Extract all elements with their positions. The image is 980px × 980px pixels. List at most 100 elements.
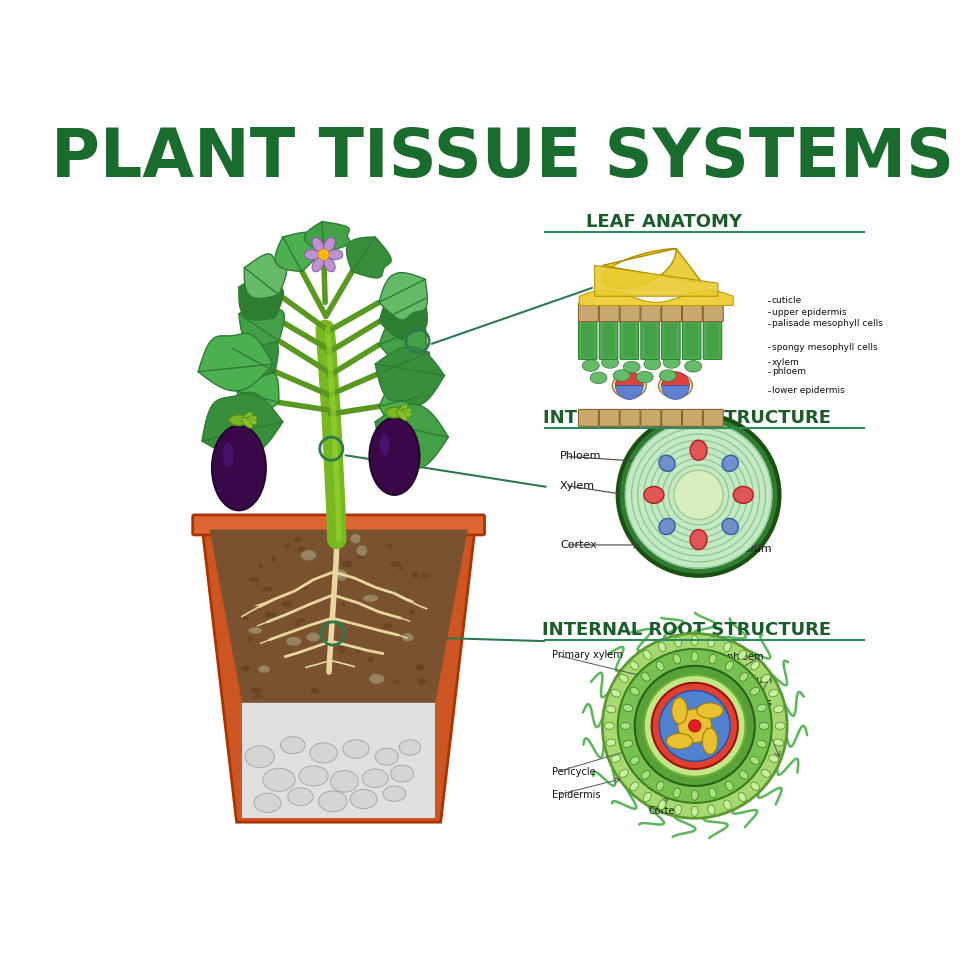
Ellipse shape xyxy=(299,766,328,786)
Polygon shape xyxy=(244,254,287,299)
Ellipse shape xyxy=(254,695,264,699)
Ellipse shape xyxy=(397,405,408,416)
Ellipse shape xyxy=(606,739,615,746)
Ellipse shape xyxy=(249,627,262,634)
Circle shape xyxy=(644,675,746,777)
Ellipse shape xyxy=(379,434,389,456)
Ellipse shape xyxy=(685,361,702,372)
Ellipse shape xyxy=(312,258,323,271)
Ellipse shape xyxy=(775,722,785,729)
Ellipse shape xyxy=(352,539,361,543)
Polygon shape xyxy=(375,404,448,468)
Ellipse shape xyxy=(619,769,628,777)
Ellipse shape xyxy=(636,371,654,383)
Circle shape xyxy=(689,719,701,732)
Ellipse shape xyxy=(375,749,398,765)
Text: Cambium: Cambium xyxy=(718,544,772,554)
Ellipse shape xyxy=(630,782,639,791)
Ellipse shape xyxy=(757,740,766,748)
Ellipse shape xyxy=(708,637,715,647)
Ellipse shape xyxy=(404,635,411,638)
Text: xylem: xylem xyxy=(772,358,800,367)
Polygon shape xyxy=(202,392,283,457)
Circle shape xyxy=(617,414,779,576)
Ellipse shape xyxy=(691,652,698,662)
Ellipse shape xyxy=(290,640,296,646)
Ellipse shape xyxy=(751,782,760,791)
Ellipse shape xyxy=(659,642,665,652)
Ellipse shape xyxy=(673,654,680,663)
Ellipse shape xyxy=(623,740,633,748)
Ellipse shape xyxy=(341,603,345,606)
Ellipse shape xyxy=(280,737,305,754)
FancyBboxPatch shape xyxy=(620,320,639,360)
FancyBboxPatch shape xyxy=(641,303,661,321)
Ellipse shape xyxy=(422,573,429,577)
Circle shape xyxy=(624,421,772,568)
Polygon shape xyxy=(198,333,272,391)
Ellipse shape xyxy=(642,672,650,681)
Ellipse shape xyxy=(391,562,401,567)
Ellipse shape xyxy=(757,705,766,711)
FancyBboxPatch shape xyxy=(600,410,619,426)
FancyBboxPatch shape xyxy=(707,323,718,357)
Ellipse shape xyxy=(672,698,687,724)
Ellipse shape xyxy=(307,633,319,641)
Ellipse shape xyxy=(386,544,393,548)
Ellipse shape xyxy=(740,672,748,681)
Wedge shape xyxy=(662,371,689,385)
Ellipse shape xyxy=(623,705,633,711)
Ellipse shape xyxy=(330,770,359,792)
FancyBboxPatch shape xyxy=(686,323,698,357)
Ellipse shape xyxy=(659,800,665,809)
Ellipse shape xyxy=(259,665,270,672)
Text: palisade mesophyll cells: palisade mesophyll cells xyxy=(772,319,883,328)
Ellipse shape xyxy=(761,769,770,777)
Ellipse shape xyxy=(402,633,414,641)
Wedge shape xyxy=(615,371,643,385)
Ellipse shape xyxy=(294,537,302,542)
Ellipse shape xyxy=(689,720,700,731)
Circle shape xyxy=(603,633,787,818)
Ellipse shape xyxy=(417,678,425,685)
Ellipse shape xyxy=(263,768,295,792)
Ellipse shape xyxy=(690,440,708,461)
FancyBboxPatch shape xyxy=(578,303,599,321)
FancyBboxPatch shape xyxy=(662,320,680,360)
Ellipse shape xyxy=(612,373,646,398)
Ellipse shape xyxy=(242,417,253,428)
Ellipse shape xyxy=(383,786,406,802)
Ellipse shape xyxy=(342,561,353,567)
Ellipse shape xyxy=(623,362,640,372)
Ellipse shape xyxy=(212,425,266,511)
Ellipse shape xyxy=(229,415,248,425)
Ellipse shape xyxy=(287,637,301,646)
Ellipse shape xyxy=(590,372,607,383)
Ellipse shape xyxy=(266,612,270,619)
Ellipse shape xyxy=(363,769,388,788)
Text: PLANT TISSUE SYSTEMS: PLANT TISSUE SYSTEMS xyxy=(51,124,954,191)
Ellipse shape xyxy=(738,793,746,802)
Ellipse shape xyxy=(262,587,272,592)
Ellipse shape xyxy=(282,601,292,608)
Circle shape xyxy=(652,683,738,769)
Ellipse shape xyxy=(343,740,369,759)
Ellipse shape xyxy=(356,647,360,655)
Circle shape xyxy=(678,709,711,743)
Ellipse shape xyxy=(723,800,731,809)
Ellipse shape xyxy=(323,258,335,271)
Ellipse shape xyxy=(611,755,620,762)
Ellipse shape xyxy=(769,755,778,762)
Text: LEAF ANATOMY: LEAF ANATOMY xyxy=(586,213,742,230)
Ellipse shape xyxy=(691,790,698,801)
Ellipse shape xyxy=(247,636,254,642)
Ellipse shape xyxy=(750,757,760,764)
Polygon shape xyxy=(242,699,435,818)
Ellipse shape xyxy=(271,556,276,563)
Text: INTERNAL STEM STRUCTURE: INTERNAL STEM STRUCTURE xyxy=(543,409,831,427)
FancyBboxPatch shape xyxy=(620,410,640,426)
Ellipse shape xyxy=(244,417,257,424)
FancyBboxPatch shape xyxy=(581,323,594,357)
Text: Primary phloem: Primary phloem xyxy=(686,652,764,662)
Text: upper epidermis: upper epidermis xyxy=(772,308,847,317)
